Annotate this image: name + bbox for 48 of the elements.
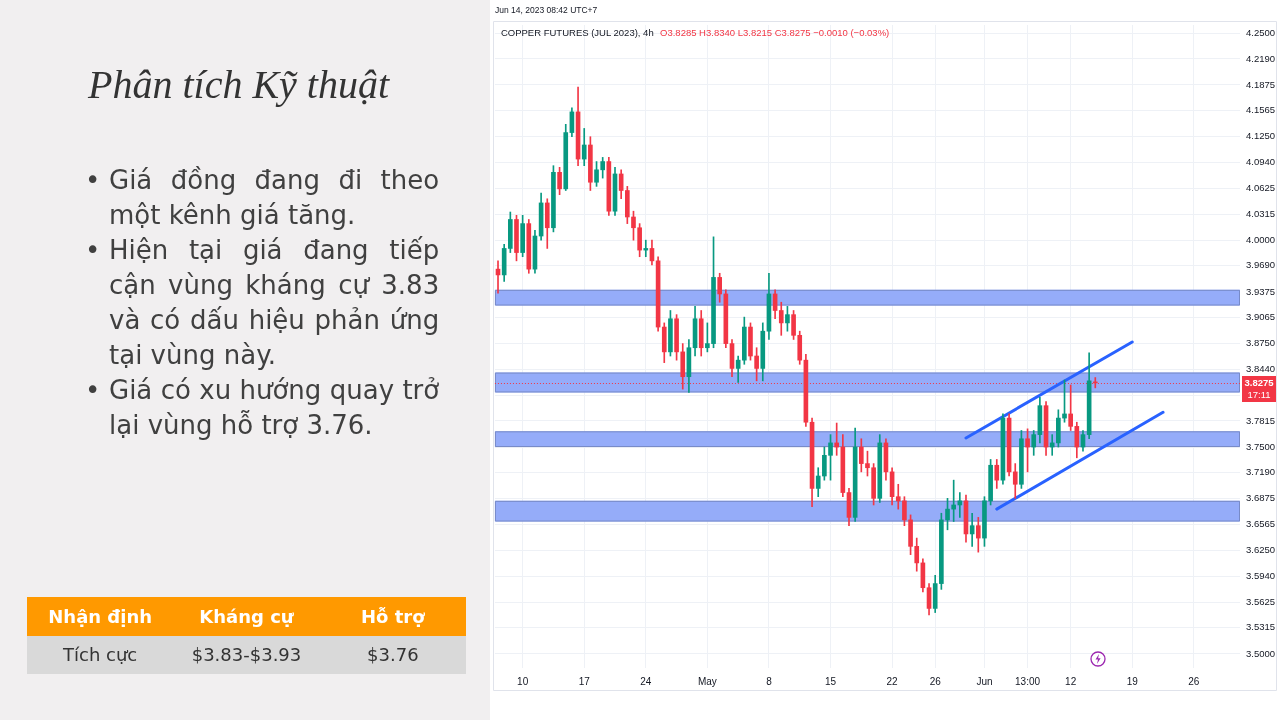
y-tick-label: 3.7815 [1246,414,1276,426]
x-tick-label: 26 [1188,675,1200,687]
x-tick-label: 17 [578,675,591,687]
text: Jun 14, 2023 08:42 UTC+7 [495,5,598,16]
text: Phân tích Kỹ thuật [88,62,390,107]
x-tick-label: 26 [929,675,942,687]
table-row: Tích cực $3.83-$3.93 $3.76 [27,636,466,674]
y-tick-label: 4.0940 [1246,156,1276,167]
y-tick-label: 4.0315 [1246,207,1276,219]
text: • Giá đồng đang đi theo một kênh giá tăng. [85,164,440,232]
y-tick-label: 3.9065 [1246,311,1276,323]
y-tick-label: 3.8440 [1246,362,1276,374]
y-tick-label: 4.2500 [1246,26,1276,38]
y-tick-label: 3.7500 [1246,440,1276,452]
y-tick-label: 4.1250 [1246,130,1276,142]
y-tick-label: 4.1565 [1246,104,1276,116]
y-tick-label: 4.0625 [1246,182,1276,194]
x-tick-label: 10 [517,675,529,687]
y-tick-label: 3.6875 [1246,492,1276,504]
x-tick-label: 12 [1065,675,1077,687]
y-tick-label: 3.6250 [1246,544,1276,556]
x-tick-label: Jun [976,675,993,687]
text: • Giá có xu hướng quay trở lại vùng hỗ trợ 3.76. [85,374,440,442]
y-tick-label: 3.6565 [1246,518,1276,530]
x-tick-label: 19 [1126,675,1139,687]
y-tick-label: 3.8750 [1246,337,1276,349]
chart-subtitle: O3.8285 H3.8340 L3.8215 C3.8275 −0.0010 (−0.03%) [660,26,890,38]
x-tick-label: May [697,675,717,687]
y-tick-label: 3.9690 [1246,259,1276,271]
y-tick-label: 4.2190 [1246,52,1276,64]
y-tick-label: 3.5000 [1246,647,1276,659]
y-tick-label: 4.1875 [1246,78,1276,90]
y-tick-label: 3.9375 [1246,285,1276,297]
x-tick-label: 15 [824,675,837,687]
text: • Hiện tại giá đang tiếp cận vùng kháng cự 3.83 và có dấu hiệu phản ứng tại vùng này. [85,234,440,372]
y-tick-label: 3.5940 [1246,569,1276,581]
chart-title: COPPER FUTURES (JUL 2023), 4h [500,26,654,38]
x-tick-label: 13:00 [1015,675,1041,687]
x-tick-label: 8 [766,675,773,687]
y-tick-label: 3.7190 [1246,466,1276,478]
y-tick-label: 4.0000 [1246,233,1276,245]
ref-line-label: 3.8275 [1244,376,1275,388]
x-tick-label: 24 [640,675,652,687]
table-header-row: Nhận định Kháng cự Hỗ trợ [27,597,466,636]
y-tick-label: 3.5315 [1246,621,1276,633]
y-tick-label: 3.5625 [1246,595,1276,607]
x-tick-label: 22 [886,675,899,687]
annotation: 17:11 [1247,389,1271,401]
